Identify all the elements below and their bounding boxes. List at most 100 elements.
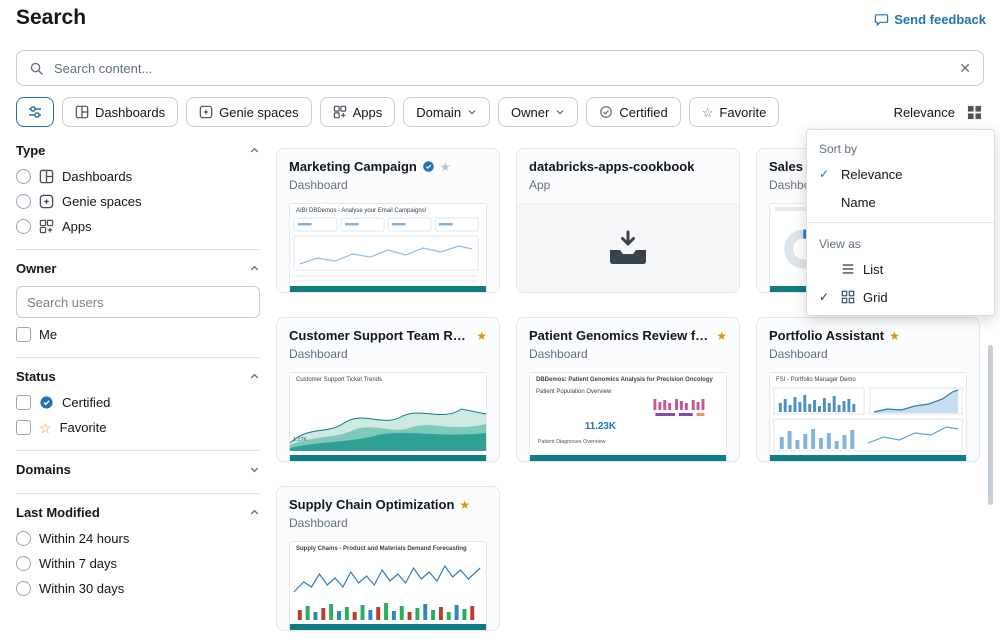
owner-search-input[interactable] xyxy=(16,286,260,318)
last-modified-section-title: Last Modified xyxy=(16,505,100,520)
clear-search-icon[interactable]: ✕ xyxy=(959,60,971,76)
last-modified-option-30d[interactable]: Within 30 days xyxy=(16,576,260,601)
owner-option-me[interactable]: Me xyxy=(16,322,260,347)
menu-item-grid[interactable]: ✓ Grid xyxy=(807,283,994,311)
favorite-star-icon[interactable]: ★ xyxy=(476,328,487,343)
thumb-section-label: Patient Diagnoses Overview xyxy=(538,439,606,445)
favorite-star-icon[interactable]: ★ xyxy=(439,159,451,174)
feedback-bubble-icon xyxy=(875,14,889,26)
status-section-header[interactable]: Status xyxy=(16,360,260,390)
domains-section-title: Domains xyxy=(16,462,71,477)
star-icon: ☆ xyxy=(39,419,52,436)
genie-icon xyxy=(39,194,54,209)
favorite-star-icon[interactable]: ★ xyxy=(716,328,727,343)
last-modified-option-24h[interactable]: Within 24 hours xyxy=(16,526,260,551)
option-label: Certified xyxy=(62,395,111,410)
dashboards-icon xyxy=(39,169,54,184)
checkbox-favorite[interactable] xyxy=(16,420,31,435)
radio-dashboards[interactable] xyxy=(16,169,31,184)
status-option-favorite[interactable]: ☆ Favorite xyxy=(16,415,260,440)
radio-30d[interactable] xyxy=(16,581,31,596)
menu-item-label: Relevance xyxy=(841,166,903,182)
filter-bar: Dashboards Genie spaces Apps Domain xyxy=(16,97,984,127)
card-title: Supply Chain Optimization xyxy=(289,497,455,512)
grid-view-button[interactable] xyxy=(965,103,984,122)
scrollbar-thumb[interactable] xyxy=(988,345,993,505)
last-modified-option-7d[interactable]: Within 7 days xyxy=(16,551,260,576)
chip-genie-spaces[interactable]: Genie spaces xyxy=(186,97,312,127)
option-label: Within 7 days xyxy=(39,556,118,571)
chip-label: Dashboards xyxy=(95,104,166,120)
search-input[interactable] xyxy=(52,59,952,77)
chip-owner[interactable]: Owner xyxy=(498,97,579,127)
dashboards-icon xyxy=(75,105,89,119)
sliders-icon xyxy=(29,106,41,118)
card-title: Portfolio Assistant xyxy=(769,328,885,343)
card-thumbnail: FSI - Portfolio Manager Demo xyxy=(769,372,967,461)
thumbnail-caption: AIBI DBDemos - Analyse your Email Campai… xyxy=(296,208,427,214)
card-title: Customer Support Team Review xyxy=(289,328,472,343)
last-modified-section-header[interactable]: Last Modified xyxy=(16,496,260,526)
chevron-up-icon xyxy=(250,373,259,379)
chevron-up-icon xyxy=(250,147,259,153)
radio-7d[interactable] xyxy=(16,556,31,571)
sort-selector[interactable]: Relevance xyxy=(893,104,955,120)
status-option-certified[interactable]: Certified xyxy=(16,390,260,415)
checkbox-certified[interactable] xyxy=(16,395,31,410)
chip-domain[interactable]: Domain xyxy=(403,97,491,127)
chip-label: Domain xyxy=(416,104,462,120)
card-title: Sales xyxy=(769,159,803,174)
radio-genie-spaces[interactable] xyxy=(16,194,31,209)
type-option-genie-spaces[interactable]: Genie spaces xyxy=(16,189,260,214)
chevron-down-icon xyxy=(468,110,476,115)
thumbnail-chart: 11.23K Patient Diagnoses Overview xyxy=(530,399,726,461)
chip-apps[interactable]: Apps xyxy=(319,97,396,127)
result-card-customer-support[interactable]: Customer Support Team Review ★ Dashboard… xyxy=(276,317,500,462)
menu-divider xyxy=(807,222,994,223)
menu-item-list[interactable]: List xyxy=(807,255,994,283)
sort-view-menu: Sort by ✓ Relevance Name View as List ✓ xyxy=(806,129,995,316)
send-feedback-link[interactable]: Send feedback xyxy=(874,12,986,27)
filter-section-status: Status Certified ☆ Favorite xyxy=(16,358,260,451)
filter-section-type: Type Dashboards Ge xyxy=(16,132,260,250)
type-option-dashboards[interactable]: Dashboards xyxy=(16,164,260,189)
filter-toggle-button[interactable] xyxy=(16,97,54,127)
result-card-marketing-campaign[interactable]: Marketing Campaign ★ Dashboard AIBI DBDe… xyxy=(276,148,500,293)
favorite-star-icon[interactable]: ★ xyxy=(459,497,471,512)
result-card-supply-chain[interactable]: Supply Chain Optimization ★ Dashboard Su… xyxy=(276,486,500,631)
thumbnail-chart xyxy=(290,217,486,292)
card-thumbnail: DBDemos: Patient Genomics Analysis for P… xyxy=(529,372,727,461)
chip-favorite[interactable]: ☆ Favorite xyxy=(688,97,780,127)
result-card-apps-cookbook[interactable]: databricks-apps-cookbook App xyxy=(516,148,740,293)
thumbnail-caption: Supply Chains - Product and Materials De… xyxy=(296,546,467,552)
send-feedback-label: Send feedback xyxy=(894,12,986,27)
result-card-patient-genomics[interactable]: Patient Genomics Review for Pr... ★ Dash… xyxy=(516,317,740,462)
radio-24h[interactable] xyxy=(16,531,31,546)
status-section-title: Status xyxy=(16,369,56,384)
result-card-portfolio-assistant[interactable]: Portfolio Assistant ★ Dashboard FSI - Po… xyxy=(756,317,980,462)
domains-section-header[interactable]: Domains xyxy=(16,453,260,483)
card-title: databricks-apps-cookbook xyxy=(529,159,695,174)
search-bar: ✕ xyxy=(16,50,984,86)
favorite-star-icon[interactable]: ★ xyxy=(889,328,900,343)
owner-section-header[interactable]: Owner xyxy=(16,252,260,282)
menu-item-name[interactable]: Name xyxy=(807,188,994,216)
type-option-apps[interactable]: Apps xyxy=(16,214,260,239)
chevron-up-icon xyxy=(250,509,259,515)
menu-item-relevance[interactable]: ✓ Relevance xyxy=(807,160,994,188)
type-section-header[interactable]: Type xyxy=(16,134,260,164)
list-view-icon xyxy=(842,264,854,274)
chevron-up-icon xyxy=(250,265,259,271)
chip-dashboards[interactable]: Dashboards xyxy=(62,97,179,127)
card-type: Dashboard xyxy=(289,516,348,530)
thumbnail-subcaption: Patient Population Overview xyxy=(536,388,612,395)
chip-label: Genie spaces xyxy=(219,104,299,120)
sort-by-header: Sort by xyxy=(819,142,858,156)
thumbnail-caption: DBDemos: Patient Genomics Analysis for P… xyxy=(536,377,713,383)
chip-certified[interactable]: Certified xyxy=(586,97,681,127)
checkbox-me[interactable] xyxy=(16,327,31,342)
chevron-down-icon xyxy=(250,467,259,473)
certified-badge-icon xyxy=(423,161,434,172)
radio-apps[interactable] xyxy=(16,219,31,234)
